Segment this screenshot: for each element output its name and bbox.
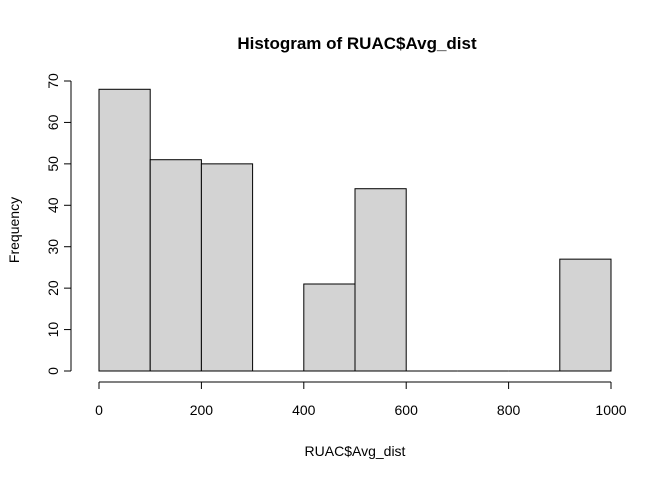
x-tick-label: 600 [395, 402, 419, 418]
y-tick-label: 50 [45, 156, 61, 172]
y-tick-label: 20 [45, 280, 61, 296]
x-tick-label: 800 [497, 402, 521, 418]
x-tick-label: 400 [292, 402, 316, 418]
y-tick-label: 70 [45, 73, 61, 89]
histogram-bar-6 [354, 188, 407, 372]
y-tick-label: 30 [45, 239, 61, 255]
y-axis: 0 10 20 30 40 50 60 70 [45, 73, 72, 375]
histogram-bar-5 [303, 283, 356, 372]
histogram-bar-10 [559, 258, 612, 372]
y-tick-label: 60 [45, 114, 61, 130]
x-tick-label: 1000 [595, 402, 626, 418]
x-axis: 0 200 400 600 800 1000 [95, 381, 627, 418]
histogram-bar-3 [200, 163, 254, 372]
y-tick-label: 40 [45, 197, 61, 213]
y-axis-label: Frequency [6, 197, 22, 263]
x-axis-label: RUAC$Avg_dist [305, 443, 406, 459]
x-tick-label: 200 [190, 402, 214, 418]
bars-group [98, 88, 612, 372]
chart-title: Histogram of RUAC$Avg_dist [237, 34, 477, 53]
histogram-bar-1 [98, 88, 151, 372]
y-tick-label: 0 [45, 367, 61, 375]
y-tick-label: 10 [45, 322, 61, 338]
histogram-bar-2 [149, 159, 202, 372]
x-tick-label: 0 [95, 402, 103, 418]
